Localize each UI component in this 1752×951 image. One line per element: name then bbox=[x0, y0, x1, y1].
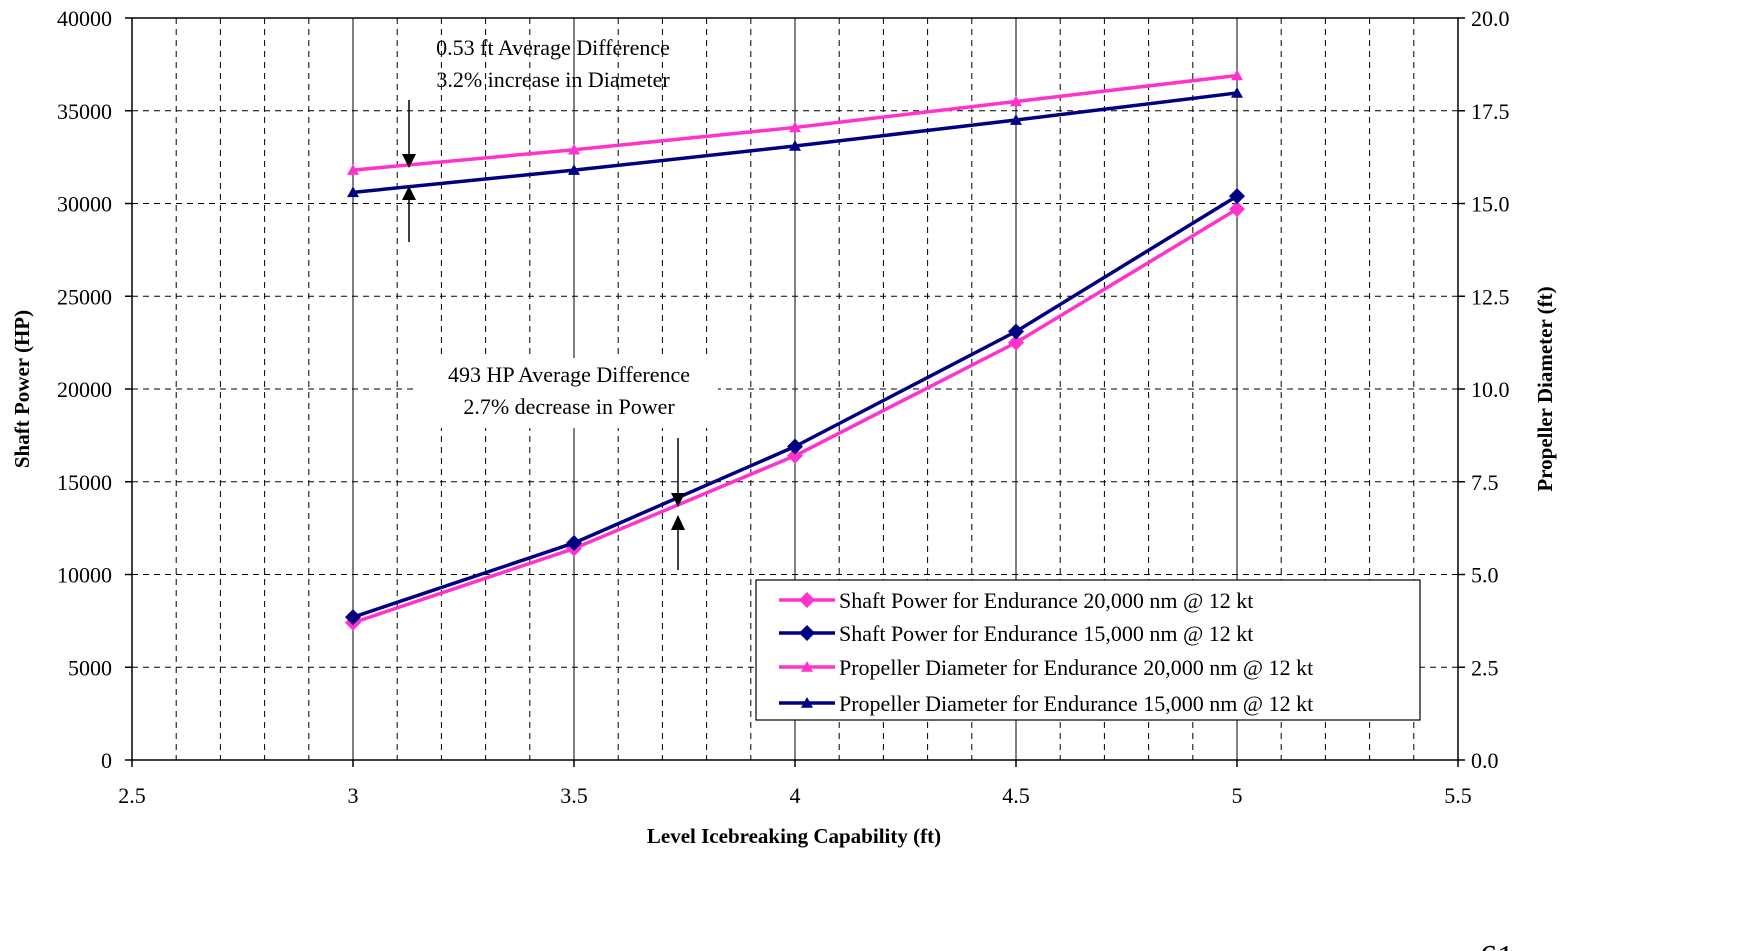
x-tick-label: 3.5 bbox=[560, 783, 588, 808]
data-point-triangle bbox=[1231, 69, 1243, 81]
y2-tick-label: 15.0 bbox=[1471, 192, 1510, 217]
x-tick-label: 3 bbox=[348, 783, 359, 808]
y2-tick-label: 2.5 bbox=[1471, 655, 1499, 680]
y2-tick-label: 12.5 bbox=[1471, 284, 1510, 309]
y2-tick-label: 10.0 bbox=[1471, 377, 1510, 402]
y2-tick-label: 17.5 bbox=[1471, 99, 1510, 124]
y-tick-label: 30000 bbox=[57, 192, 112, 217]
y-tick-label: 35000 bbox=[57, 99, 112, 124]
data-point-triangle bbox=[1010, 95, 1022, 107]
data-point-diamond bbox=[1008, 323, 1024, 340]
x-tick-label: 5 bbox=[1232, 783, 1243, 808]
y2-tick-label: 7.5 bbox=[1471, 470, 1499, 495]
y-tick-label: 0 bbox=[101, 748, 112, 773]
annotation-power-line1: 493 HP Average Difference bbox=[448, 362, 690, 387]
legend-label-shaft-15000: Shaft Power for Endurance 15,000 nm @ 12… bbox=[839, 621, 1253, 646]
y-tick-label: 5000 bbox=[68, 655, 112, 680]
data-point-triangle bbox=[347, 164, 359, 175]
y-tick-label: 40000 bbox=[57, 6, 112, 31]
data-point-triangle bbox=[347, 186, 359, 198]
annotation-diameter-arrowhead-up bbox=[402, 186, 416, 200]
y-tick-label: 10000 bbox=[57, 563, 112, 588]
legend-key-diamond bbox=[799, 625, 815, 641]
data-point-triangle bbox=[1231, 86, 1243, 98]
legend-key-diamond bbox=[799, 592, 815, 608]
data-point-triangle bbox=[568, 164, 580, 175]
x-tick-label: 4 bbox=[790, 783, 801, 808]
legend-label-shaft-20000: Shaft Power for Endurance 20,000 nm @ 12… bbox=[839, 588, 1253, 613]
annotation-power-arrowhead-down bbox=[671, 493, 685, 507]
data-point-diamond bbox=[566, 534, 582, 551]
legend-key-triangle bbox=[801, 661, 813, 672]
data-point-diamond bbox=[1229, 188, 1245, 205]
y2-tick-label: 5.0 bbox=[1471, 563, 1499, 588]
y-tick-label: 15000 bbox=[57, 470, 112, 495]
x-tick-label: 4.5 bbox=[1002, 783, 1030, 808]
data-point-triangle bbox=[789, 139, 801, 151]
legend-keys bbox=[779, 592, 835, 708]
annotation-diameter-line2: 3.2% increase in Diameter bbox=[436, 67, 670, 92]
data-point-diamond bbox=[787, 438, 803, 455]
data-point-diamond bbox=[345, 609, 361, 626]
y-axis-title: Shaft Power (HP) bbox=[10, 310, 34, 468]
legend: Shaft Power for Endurance 20,000 nm @ 12… bbox=[755, 579, 1421, 721]
annotation-power-line2: 2.7% decrease in Power bbox=[463, 394, 675, 419]
annotation-power: 493 HP Average Difference 2.7% decrease … bbox=[416, 358, 718, 570]
page-number: 61 bbox=[1480, 939, 1514, 951]
series-1 bbox=[345, 188, 1245, 626]
y-tick-label: 20000 bbox=[57, 377, 112, 402]
annotation-power-background bbox=[416, 358, 718, 428]
y2-axis-title: Propeller Diameter (ft) bbox=[1533, 286, 1557, 491]
annotation-diameter-arrowhead-down bbox=[402, 154, 416, 168]
x-tick-label: 2.5 bbox=[118, 783, 146, 808]
legend-label-diameter-20000: Propeller Diameter for Endurance 20,000 … bbox=[839, 655, 1313, 680]
legend-label-diameter-15000: Propeller Diameter for Endurance 15,000 … bbox=[839, 691, 1313, 716]
series-0 bbox=[345, 201, 1245, 631]
y-tick-label: 25000 bbox=[57, 284, 112, 309]
axis-ticks: 2.5 3 3.5 4 4.5 5 5.5 0 5000 10000 15000 20000 25000… bbox=[57, 6, 1510, 808]
y2-tick-label: 20.0 bbox=[1471, 6, 1510, 31]
annotation-power-arrowhead-up bbox=[671, 515, 685, 530]
x-axis-title: Level Icebreaking Capability (ft) bbox=[647, 824, 941, 848]
data-point-diamond bbox=[787, 447, 803, 464]
annotation-diameter: 0.53 ft Average Difference 3.2% increase… bbox=[402, 35, 670, 242]
annotation-diameter-line1: 0.53 ft Average Difference bbox=[436, 35, 670, 60]
data-point-triangle bbox=[789, 121, 801, 133]
data-point-triangle bbox=[1010, 114, 1022, 125]
x-tick-label: 5.5 bbox=[1444, 783, 1472, 808]
data-point-diamond bbox=[1008, 334, 1024, 351]
y2-tick-label: 0.0 bbox=[1471, 748, 1499, 773]
legend-box bbox=[755, 579, 1421, 721]
series-3 bbox=[347, 86, 1243, 198]
data-point-triangle bbox=[568, 143, 580, 155]
data-point-diamond bbox=[1229, 201, 1245, 218]
series-2 bbox=[347, 69, 1243, 175]
series-layer bbox=[345, 69, 1245, 631]
legend-key-triangle bbox=[801, 697, 813, 708]
